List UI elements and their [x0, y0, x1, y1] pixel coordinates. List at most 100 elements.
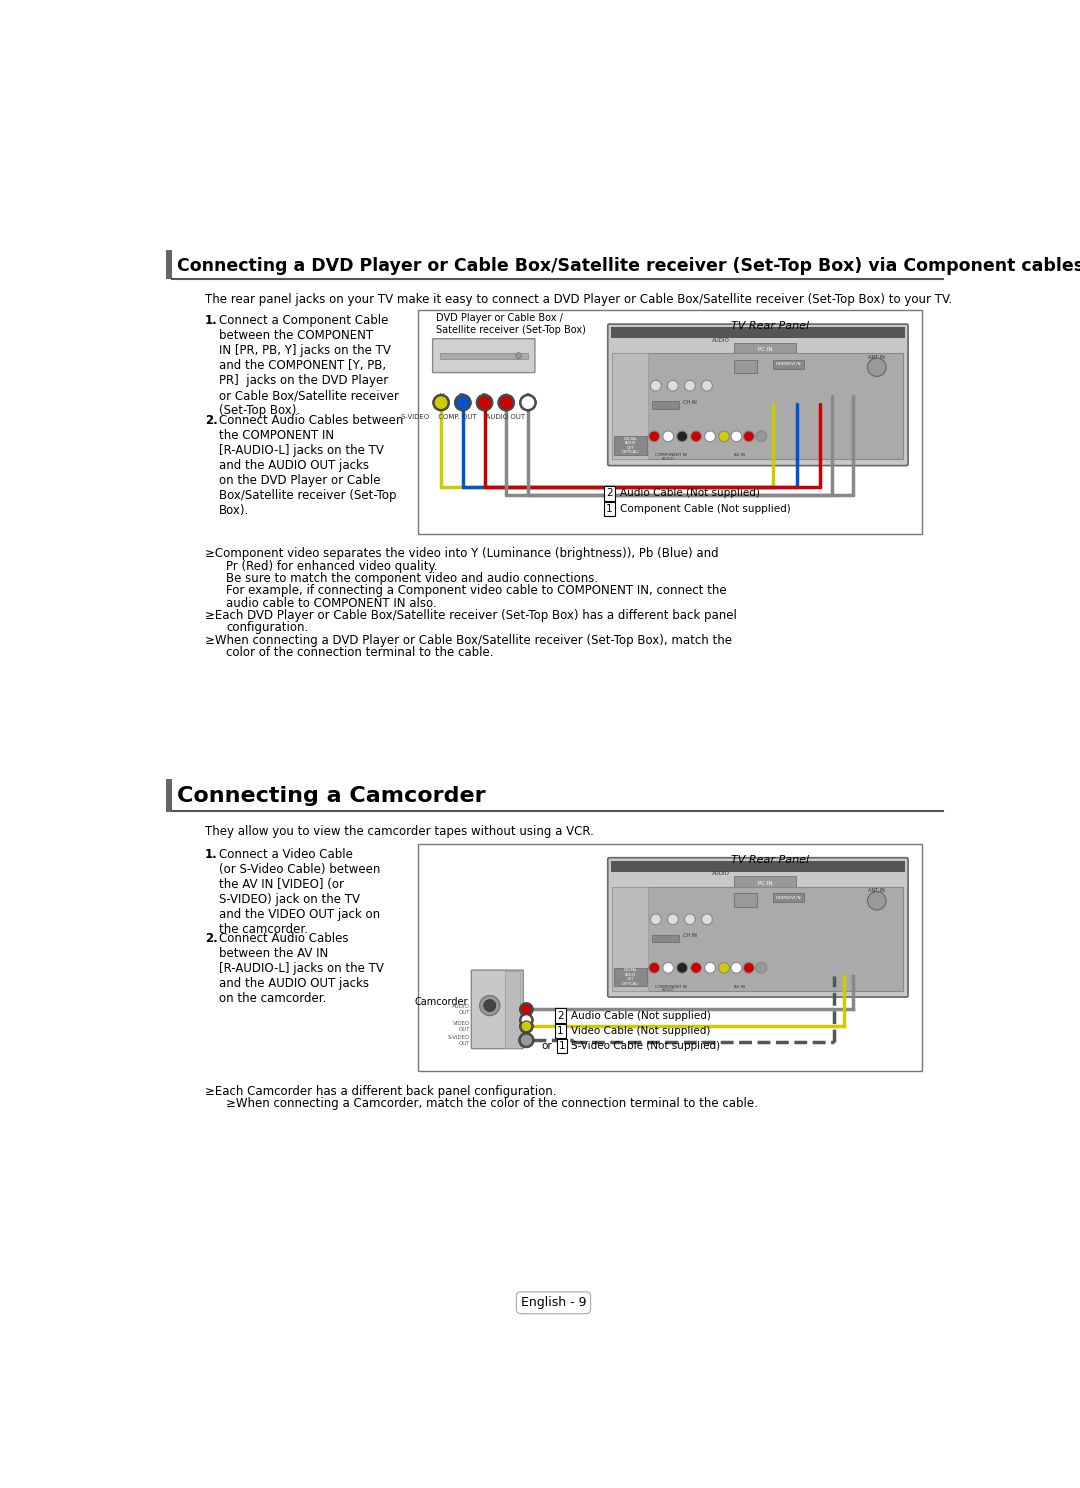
Text: For example, if connecting a Component video cable to COMPONENT IN, connect the: For example, if connecting a Component v…: [227, 585, 727, 597]
Text: ANT IN: ANT IN: [868, 356, 886, 360]
Text: Connecting a Camcorder: Connecting a Camcorder: [177, 786, 486, 806]
Text: ≥When connecting a Camcorder, match the color of the connection terminal to the : ≥When connecting a Camcorder, match the …: [227, 1097, 758, 1110]
Text: audio cable to COMPONENT IN also.: audio cable to COMPONENT IN also.: [227, 597, 437, 610]
Bar: [611, 860, 905, 872]
Text: AV IN: AV IN: [734, 454, 745, 457]
Text: Pr (Red) for enhanced video quality.: Pr (Red) for enhanced video quality.: [227, 559, 438, 573]
Text: Pr: Pr: [481, 393, 488, 399]
Bar: [734, 360, 757, 373]
Circle shape: [649, 432, 660, 442]
Circle shape: [477, 396, 491, 409]
Text: 2: 2: [606, 488, 612, 498]
Circle shape: [515, 353, 522, 359]
Circle shape: [433, 394, 449, 411]
Circle shape: [702, 914, 713, 924]
Circle shape: [702, 381, 713, 391]
Text: AUDIO: AUDIO: [713, 338, 730, 342]
Bar: [652, 934, 679, 942]
Text: AUDIO: AUDIO: [662, 457, 675, 461]
Text: or: or: [542, 1042, 553, 1052]
Bar: [734, 876, 796, 890]
Circle shape: [731, 432, 742, 442]
Circle shape: [456, 396, 470, 409]
Circle shape: [704, 963, 715, 973]
Text: ≥When connecting a DVD Player or Cable Box/Satellite receiver (Set-Top Box), mat: ≥When connecting a DVD Player or Cable B…: [205, 634, 732, 647]
Text: 2: 2: [557, 1010, 564, 1021]
Text: CH IN: CH IN: [683, 933, 697, 937]
Text: They allow you to view the camcorder tapes without using a VCR.: They allow you to view the camcorder tap…: [205, 826, 594, 838]
Bar: [734, 342, 796, 357]
Circle shape: [499, 396, 513, 409]
Circle shape: [685, 381, 696, 391]
FancyBboxPatch shape: [608, 857, 908, 997]
Bar: [166, 250, 172, 280]
Text: Audio Cable (Not supplied): Audio Cable (Not supplied): [570, 1010, 711, 1021]
Bar: [612, 887, 903, 991]
Bar: [504, 970, 519, 1048]
Text: HDMI/DVI IN: HDMI/DVI IN: [777, 362, 800, 366]
Circle shape: [756, 963, 767, 973]
Circle shape: [518, 1033, 535, 1048]
Text: HDMI/DVI IN: HDMI/DVI IN: [777, 896, 800, 900]
Text: Audio Cable (Not supplied): Audio Cable (Not supplied): [620, 488, 760, 498]
Circle shape: [691, 963, 702, 973]
Text: Connect a Component Cable
between the COMPONENT
IN [PR, PB, Y] jacks on the TV
a: Connect a Component Cable between the CO…: [218, 314, 399, 417]
Bar: [418, 310, 921, 534]
Text: ≥Each Camcorder has a different back panel configuration.: ≥Each Camcorder has a different back pan…: [205, 1085, 556, 1098]
Text: The rear panel jacks on your TV make it easy to connect a DVD Player or Cable Bo: The rear panel jacks on your TV make it …: [205, 293, 951, 307]
Text: AUDIO: AUDIO: [713, 872, 730, 876]
Circle shape: [663, 432, 674, 442]
Bar: [611, 327, 905, 338]
Circle shape: [521, 1021, 531, 1031]
Text: DIGITAL
AUDIO
OUT
(OPTICAL): DIGITAL AUDIO OUT (OPTICAL): [621, 969, 639, 987]
Text: 1.: 1.: [205, 848, 217, 862]
Circle shape: [667, 381, 678, 391]
Text: 1: 1: [557, 1025, 564, 1036]
Circle shape: [519, 394, 537, 411]
Text: AUDIO
OUT: AUDIO OUT: [451, 1004, 470, 1015]
Text: Connect Audio Cables
between the AV IN
[R-AUDIO-L] jacks on the TV
and the AUDIO: Connect Audio Cables between the AV IN […: [218, 931, 383, 1004]
Circle shape: [434, 396, 448, 409]
Bar: [166, 780, 172, 811]
Circle shape: [685, 914, 696, 924]
Bar: [613, 967, 647, 987]
Text: 2.: 2.: [205, 414, 217, 427]
Circle shape: [663, 963, 674, 973]
Bar: [734, 893, 757, 908]
Circle shape: [677, 963, 688, 973]
Circle shape: [731, 963, 742, 973]
FancyBboxPatch shape: [433, 339, 535, 372]
Text: Connect Audio Cables between
the COMPONENT IN
[R-AUDIO-L] jacks on the TV
and th: Connect Audio Cables between the COMPONE…: [218, 414, 403, 518]
Bar: [440, 353, 528, 359]
Text: ≥Each DVD Player or Cable Box/Satellite receiver (Set-Top Box) has a different b: ≥Each DVD Player or Cable Box/Satellite …: [205, 609, 737, 622]
Text: TV Rear Panel: TV Rear Panel: [731, 854, 810, 865]
Circle shape: [476, 394, 494, 411]
Text: 1: 1: [606, 504, 612, 513]
Circle shape: [867, 359, 886, 376]
Circle shape: [867, 891, 886, 911]
Text: configuration.: configuration.: [227, 622, 309, 634]
Circle shape: [743, 963, 754, 973]
FancyBboxPatch shape: [608, 324, 908, 466]
Text: PC IN: PC IN: [758, 881, 772, 885]
Text: Be sure to match the component video and audio connections.: Be sure to match the component video and…: [227, 571, 598, 585]
Circle shape: [521, 396, 535, 409]
Circle shape: [718, 963, 729, 973]
Text: English - 9: English - 9: [521, 1296, 586, 1309]
Bar: [773, 893, 804, 902]
Circle shape: [521, 1034, 532, 1046]
Text: COMPONENT IN: COMPONENT IN: [656, 985, 687, 988]
FancyBboxPatch shape: [471, 970, 524, 1049]
Circle shape: [498, 394, 515, 411]
Circle shape: [650, 381, 661, 391]
Text: DVD Player or Cable Box /
Satellite receiver (Set-Top Box): DVD Player or Cable Box / Satellite rece…: [436, 314, 586, 335]
Text: CH IN: CH IN: [683, 400, 697, 405]
Text: 2.: 2.: [205, 931, 217, 945]
Circle shape: [480, 995, 500, 1015]
Text: AUDIO: AUDIO: [662, 988, 675, 992]
Text: PC IN: PC IN: [758, 347, 772, 353]
Circle shape: [691, 432, 702, 442]
Text: COMPONENT IN: COMPONENT IN: [656, 454, 687, 457]
Circle shape: [519, 1013, 534, 1027]
Circle shape: [649, 963, 660, 973]
